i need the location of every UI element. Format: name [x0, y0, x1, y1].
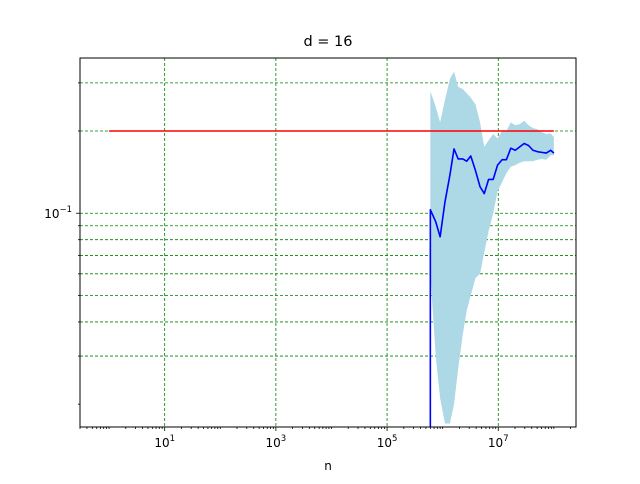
series-band-0 [430, 71, 554, 427]
y-tick-label: 10−1 [44, 205, 72, 221]
x-tick-label: 107 [488, 434, 509, 450]
x-tick-label: 103 [266, 434, 287, 450]
series-line-0 [429, 142, 555, 427]
chart-title: d = 16 [303, 34, 353, 50]
x-tick-label: 101 [154, 434, 175, 450]
x-tick-label: 105 [377, 434, 398, 450]
x-axis-label: n [324, 459, 332, 473]
axes-frame [79, 57, 577, 428]
